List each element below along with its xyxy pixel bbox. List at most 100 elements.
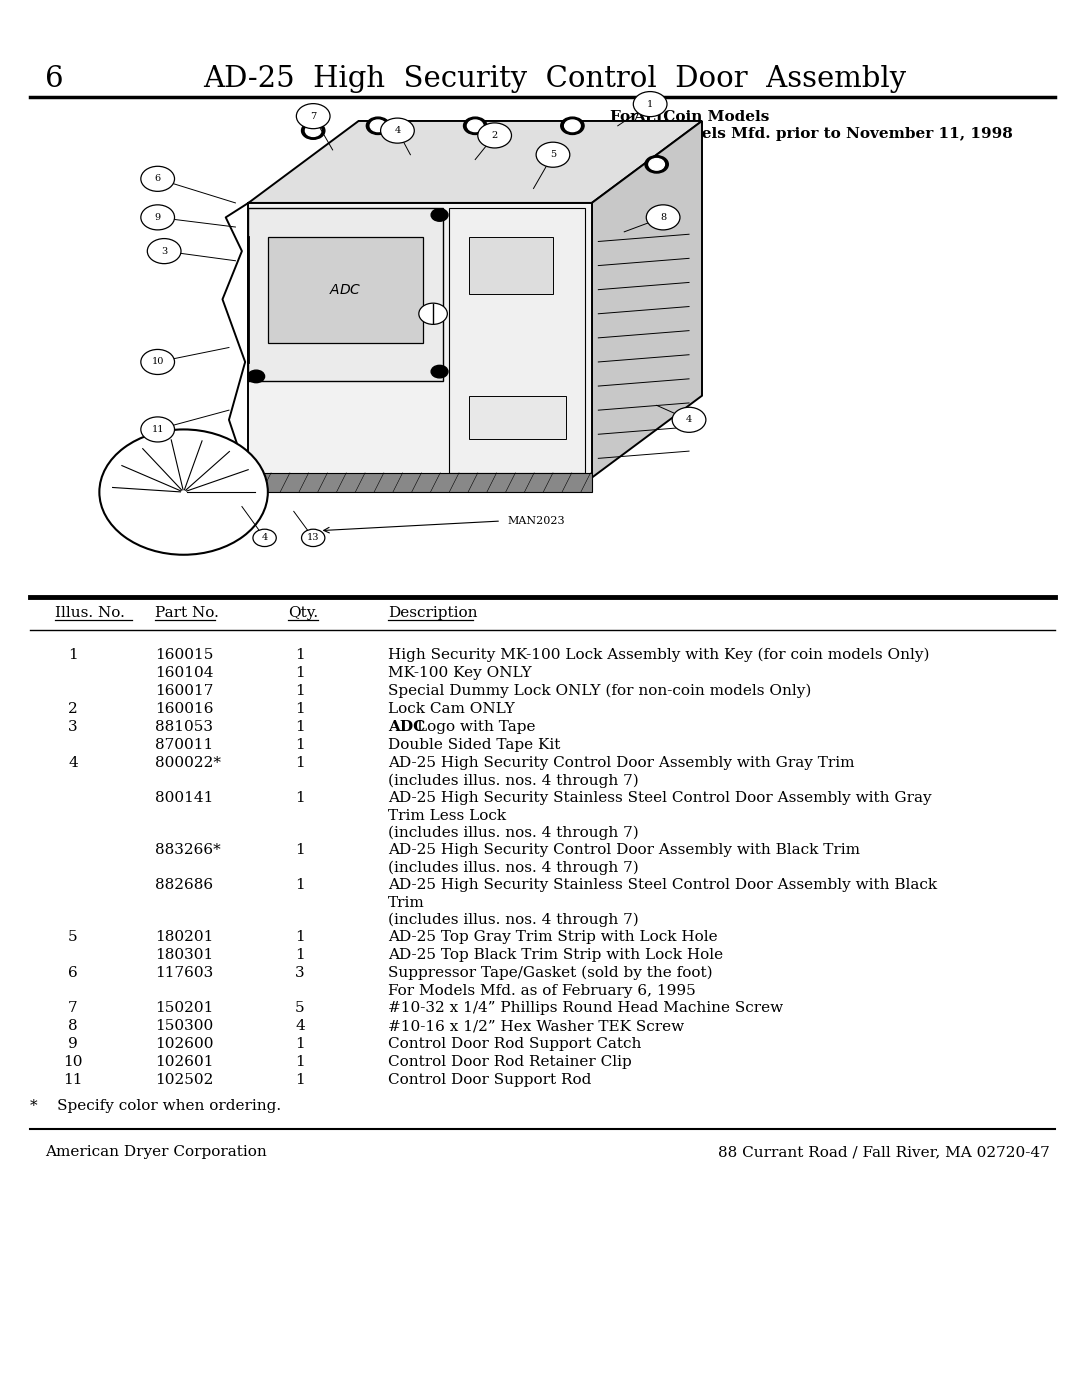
Text: Logo with Tape: Logo with Tape: [417, 719, 536, 733]
Text: #10-16 x 1/2” Hex Washer TEK Screw: #10-16 x 1/2” Hex Washer TEK Screw: [388, 1018, 684, 1032]
Text: 1: 1: [295, 738, 305, 752]
Text: MK-100 Key ONLY: MK-100 Key ONLY: [388, 666, 531, 680]
Text: 117603: 117603: [156, 965, 213, 981]
Text: (includes illus. nos. 4 through 7): (includes illus. nos. 4 through 7): [388, 914, 638, 928]
Text: 10: 10: [151, 358, 164, 366]
Text: 1: 1: [295, 842, 305, 856]
Text: 7: 7: [310, 112, 316, 120]
Text: #10-32 x 1/4” Phillips Round Head Machine Screw: #10-32 x 1/4” Phillips Round Head Machin…: [388, 1002, 783, 1016]
Text: (includes illus. nos. 4 through 7): (includes illus. nos. 4 through 7): [388, 774, 638, 788]
Text: 102600: 102600: [156, 1037, 214, 1051]
Text: 180301: 180301: [156, 949, 213, 963]
Polygon shape: [449, 208, 585, 472]
Polygon shape: [248, 203, 592, 478]
Text: Illus. No.: Illus. No.: [55, 606, 125, 620]
Circle shape: [645, 155, 669, 173]
Text: 5: 5: [550, 151, 556, 159]
Text: 160017: 160017: [156, 685, 214, 698]
Text: AD-25 Top Black Trim Strip with Lock Hole: AD-25 Top Black Trim Strip with Lock Hol…: [388, 949, 724, 963]
Text: 8: 8: [660, 212, 666, 222]
Text: 4: 4: [68, 756, 78, 770]
Text: (includes illus. nos. 4 through 7): (includes illus. nos. 4 through 7): [388, 861, 638, 876]
Circle shape: [565, 120, 580, 131]
Circle shape: [140, 205, 175, 231]
Text: 160016: 160016: [156, 703, 214, 717]
Circle shape: [366, 117, 390, 134]
Text: Special Dummy Lock ONLY (for non-coin models Only): Special Dummy Lock ONLY (for non-coin mo…: [388, 685, 811, 698]
Text: AD-25  High  Security  Control  Door  Assembly: AD-25 High Security Control Door Assembl…: [203, 66, 906, 94]
Text: 180201: 180201: [156, 930, 214, 944]
Text: 102502: 102502: [156, 1073, 214, 1087]
Text: 9: 9: [68, 1037, 78, 1051]
Text: 5: 5: [68, 930, 78, 944]
Text: 1: 1: [295, 949, 305, 963]
Text: 1: 1: [295, 756, 305, 770]
Bar: [469, 395, 566, 439]
Text: 1: 1: [295, 648, 305, 662]
Text: 800141: 800141: [156, 791, 214, 805]
Text: 6: 6: [154, 175, 161, 183]
Circle shape: [477, 123, 512, 148]
Text: 4: 4: [394, 126, 401, 136]
Text: 6: 6: [45, 66, 64, 94]
Text: 160104: 160104: [156, 666, 214, 680]
Text: 881053: 881053: [156, 719, 213, 733]
Text: 10: 10: [64, 1055, 83, 1069]
Circle shape: [646, 205, 680, 231]
Text: 3: 3: [68, 719, 78, 733]
Text: 102601: 102601: [156, 1055, 214, 1069]
Circle shape: [633, 92, 667, 116]
Circle shape: [380, 119, 415, 142]
Circle shape: [247, 370, 265, 383]
Text: Qty.: Qty.: [288, 606, 319, 620]
Text: Part No.: Part No.: [156, 606, 219, 620]
Text: 2: 2: [491, 131, 498, 140]
Circle shape: [468, 120, 483, 131]
Circle shape: [296, 103, 330, 129]
Circle shape: [672, 408, 706, 432]
Text: 870011: 870011: [156, 738, 213, 752]
Circle shape: [301, 529, 325, 546]
Text: 11: 11: [151, 425, 164, 434]
Text: (includes illus. nos. 4 through 7): (includes illus. nos. 4 through 7): [388, 826, 638, 841]
Circle shape: [561, 117, 584, 134]
Circle shape: [370, 120, 386, 131]
Text: AD-25 High Security Stainless Steel Control Door Assembly with Black: AD-25 High Security Stainless Steel Cont…: [388, 877, 937, 893]
Text: 5: 5: [295, 1002, 305, 1016]
Text: For: For: [610, 110, 644, 124]
Text: ALL: ALL: [633, 110, 666, 124]
Text: 4: 4: [295, 1018, 305, 1032]
Circle shape: [253, 529, 276, 546]
Text: 160015: 160015: [156, 648, 214, 662]
Circle shape: [301, 122, 325, 140]
Text: ADC: ADC: [388, 719, 431, 733]
Text: 11: 11: [64, 1073, 83, 1087]
Text: $\mathit{ADC}$: $\mathit{ADC}$: [329, 282, 362, 296]
Circle shape: [431, 208, 448, 221]
Text: 800022*: 800022*: [156, 756, 221, 770]
Circle shape: [147, 239, 181, 264]
Text: Trim: Trim: [388, 895, 424, 909]
Text: Control Door Support Rod: Control Door Support Rod: [388, 1073, 592, 1087]
Text: 1: 1: [295, 685, 305, 698]
Text: Coin Models: Coin Models: [658, 110, 769, 124]
Circle shape: [649, 159, 664, 170]
Text: Suppressor Tape/Gasket (sold by the foot): Suppressor Tape/Gasket (sold by the foot…: [388, 965, 713, 981]
Text: 1: 1: [647, 99, 653, 109]
Circle shape: [536, 142, 570, 168]
Circle shape: [140, 349, 175, 374]
Text: Trim Less Lock: Trim Less Lock: [388, 809, 507, 823]
Text: 7: 7: [68, 1002, 78, 1016]
Text: 3: 3: [161, 247, 167, 256]
Circle shape: [463, 117, 487, 134]
Circle shape: [99, 429, 268, 555]
Text: Lock Cam ONLY: Lock Cam ONLY: [388, 703, 515, 717]
Polygon shape: [248, 208, 443, 381]
Text: 150300: 150300: [156, 1018, 213, 1032]
Text: AD-25 Top Gray Trim Strip with Lock Hole: AD-25 Top Gray Trim Strip with Lock Hole: [388, 930, 717, 944]
Text: AD-25 High Security Stainless Steel Control Door Assembly with Gray: AD-25 High Security Stainless Steel Cont…: [388, 791, 932, 805]
Text: 4: 4: [261, 534, 268, 542]
Text: 150201: 150201: [156, 1002, 214, 1016]
Text: Double Sided Tape Kit: Double Sided Tape Kit: [388, 738, 561, 752]
Text: *    Specify color when ordering.: * Specify color when ordering.: [30, 1099, 281, 1113]
